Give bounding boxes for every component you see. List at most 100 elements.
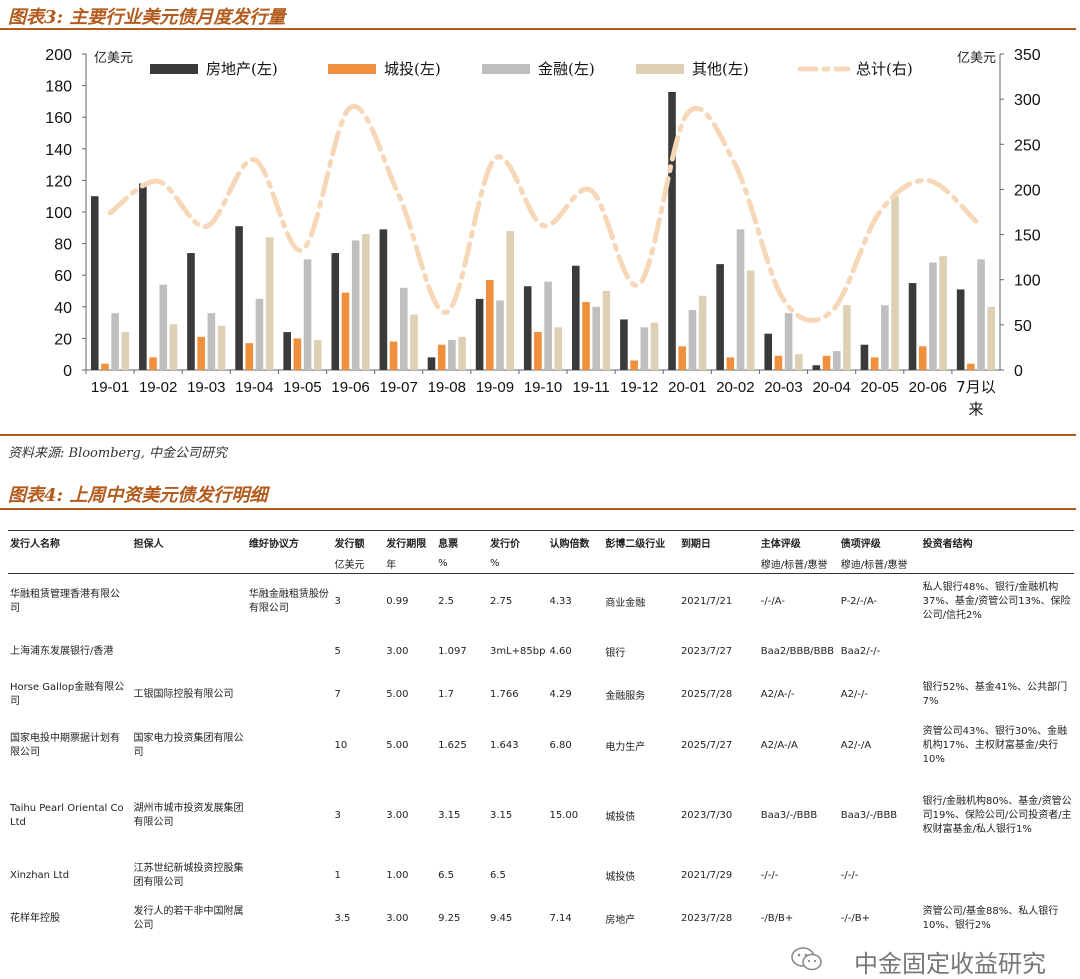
cell-issuer: Xinzhan Ltd — [8, 856, 132, 896]
y-right-tick-label: 300 — [1014, 92, 1041, 109]
y-left-tick-label: 200 — [45, 47, 72, 64]
cell-bond-rating: -/-/- — [839, 856, 921, 896]
legend-swatch — [150, 64, 198, 74]
cell-investors: 银行52%、基金41%、公共部门7% — [921, 674, 1074, 716]
bar-城投 — [727, 357, 735, 370]
cell-keepwell — [247, 716, 333, 776]
cell-price: 1.643 — [488, 716, 547, 776]
bar-房地产 — [764, 334, 772, 370]
bar-房地产 — [331, 253, 339, 370]
bar-城投 — [534, 332, 542, 370]
cell-issuer-rating: -/-/- — [759, 856, 839, 896]
legend-label: 其他(左) — [692, 60, 749, 78]
y-left-tick-label: 40 — [54, 300, 72, 317]
bar-房地产 — [572, 266, 580, 370]
bar-房地产 — [428, 357, 436, 370]
bar-其他 — [314, 340, 322, 370]
cell-issuer: Taihu Pearl Oriental Co Ltd — [8, 776, 132, 856]
bar-房地产 — [861, 345, 869, 370]
bar-其他 — [843, 305, 851, 370]
x-tick-label: 20-04 — [812, 379, 850, 396]
legend-label: 总计(右) — [856, 60, 913, 78]
wechat-icon — [790, 946, 824, 972]
cell-industry: 城投债 — [603, 776, 679, 856]
cell-investors: 银行/金融机构80%、基金/资管公司19%、保险公司/公司投资者/主权财富基金/… — [921, 776, 1074, 856]
cell-bond-rating: -/-/B+ — [839, 896, 921, 942]
bar-城投 — [919, 346, 927, 370]
cell-coupon: 1.625 — [436, 716, 488, 776]
cell-cover: 4.60 — [547, 630, 603, 674]
cell-investors: 资管公司43%、银行30%、金融机构17%、主权财富基金/央行10% — [921, 716, 1074, 776]
bar-城投 — [582, 302, 590, 370]
x-tick-label: 19-05 — [283, 379, 321, 396]
bar-其他 — [747, 270, 755, 370]
bar-城投 — [775, 356, 783, 370]
cell-bond-rating: P-2/-/A- — [839, 574, 921, 630]
cell-bond-rating: A2/-/A — [839, 716, 921, 776]
bar-城投 — [823, 356, 831, 370]
column-header: 认购倍数 — [547, 531, 603, 554]
cell-coupon: 2.5 — [436, 574, 488, 630]
column-unit: % — [488, 553, 547, 574]
bar-其他 — [506, 231, 514, 370]
x-tick-label: 20-06 — [909, 379, 947, 396]
x-tick-label: 19-03 — [187, 379, 225, 396]
bar-城投 — [678, 346, 686, 370]
column-unit — [8, 553, 132, 574]
cell-issuer-rating: A2/A-/A — [759, 716, 839, 776]
y-left-tick-label: 180 — [45, 79, 72, 96]
figure3-title: 图表3: 主要行业美元债月度发行量 — [8, 3, 285, 29]
bar-城投 — [871, 357, 879, 370]
x-tick-label: 19-06 — [331, 379, 369, 396]
y-left-tick-label: 0 — [63, 363, 72, 380]
cell-bond-rating: A2/-/- — [839, 674, 921, 716]
cell-amount: 3 — [332, 776, 384, 856]
cell-coupon: 1.097 — [436, 630, 488, 674]
cell-issuer-rating: -/B/B+ — [759, 896, 839, 942]
cell-maturity: 2023/7/30 — [679, 776, 759, 856]
cell-issuer: 国家电投中期票据计划有限公司 — [8, 716, 132, 776]
y-right-tick-label: 150 — [1014, 228, 1041, 245]
bar-其他 — [939, 256, 947, 370]
issuance-detail-table: 发行人名称担保人维好协议方发行额发行期限息票发行价认购倍数彭博二级行业到期日主体… — [8, 530, 1074, 942]
legend-label: 房地产(左) — [206, 60, 278, 78]
bar-其他 — [170, 324, 178, 370]
bar-其他 — [651, 323, 659, 370]
table-unit-row: 亿美元年%%穆迪/标普/惠誉穆迪/标普/惠誉 — [8, 553, 1074, 574]
cell-keepwell — [247, 630, 333, 674]
cell-industry: 银行 — [603, 630, 679, 674]
figure3-bottom-rule — [0, 434, 1076, 436]
bar-房地产 — [813, 365, 821, 370]
cell-tenor: 1.00 — [384, 856, 436, 896]
cell-keepwell — [247, 856, 333, 896]
cell-maturity: 2021/7/21 — [679, 574, 759, 630]
bar-房地产 — [909, 283, 917, 370]
cell-guarantor — [132, 574, 247, 630]
cell-amount: 1 — [332, 856, 384, 896]
column-header: 彭博二级行业 — [603, 531, 679, 554]
cell-issuer: Horse Gallop金融有限公司 — [8, 674, 132, 716]
bar-城投 — [245, 343, 253, 370]
bar-金融 — [496, 300, 504, 370]
cell-issuer: 华融租赁管理香港有限公司 — [8, 574, 132, 630]
y-left-tick-label: 20 — [54, 331, 72, 348]
x-tick-label: 19-04 — [235, 379, 273, 396]
column-header: 息票 — [436, 531, 488, 554]
column-header: 债项评级 — [839, 531, 921, 554]
bar-房地产 — [139, 184, 147, 370]
cell-tenor: 3.00 — [384, 896, 436, 942]
figure4-top-rule — [0, 508, 1076, 510]
bar-金融 — [304, 259, 312, 370]
bar-其他 — [122, 332, 130, 370]
x-tick-label: 19-01 — [91, 379, 129, 396]
x-tick-label: 19-11 — [572, 379, 609, 396]
cell-issuer: 花样年控股 — [8, 896, 132, 942]
y-left-tick-label: 100 — [45, 205, 72, 222]
bar-房地产 — [187, 253, 195, 370]
bar-其他 — [987, 307, 995, 370]
column-header: 到期日 — [679, 531, 759, 554]
cell-price: 3mL+85bp — [488, 630, 547, 674]
x-tick-label-cont: 来 — [968, 400, 983, 418]
